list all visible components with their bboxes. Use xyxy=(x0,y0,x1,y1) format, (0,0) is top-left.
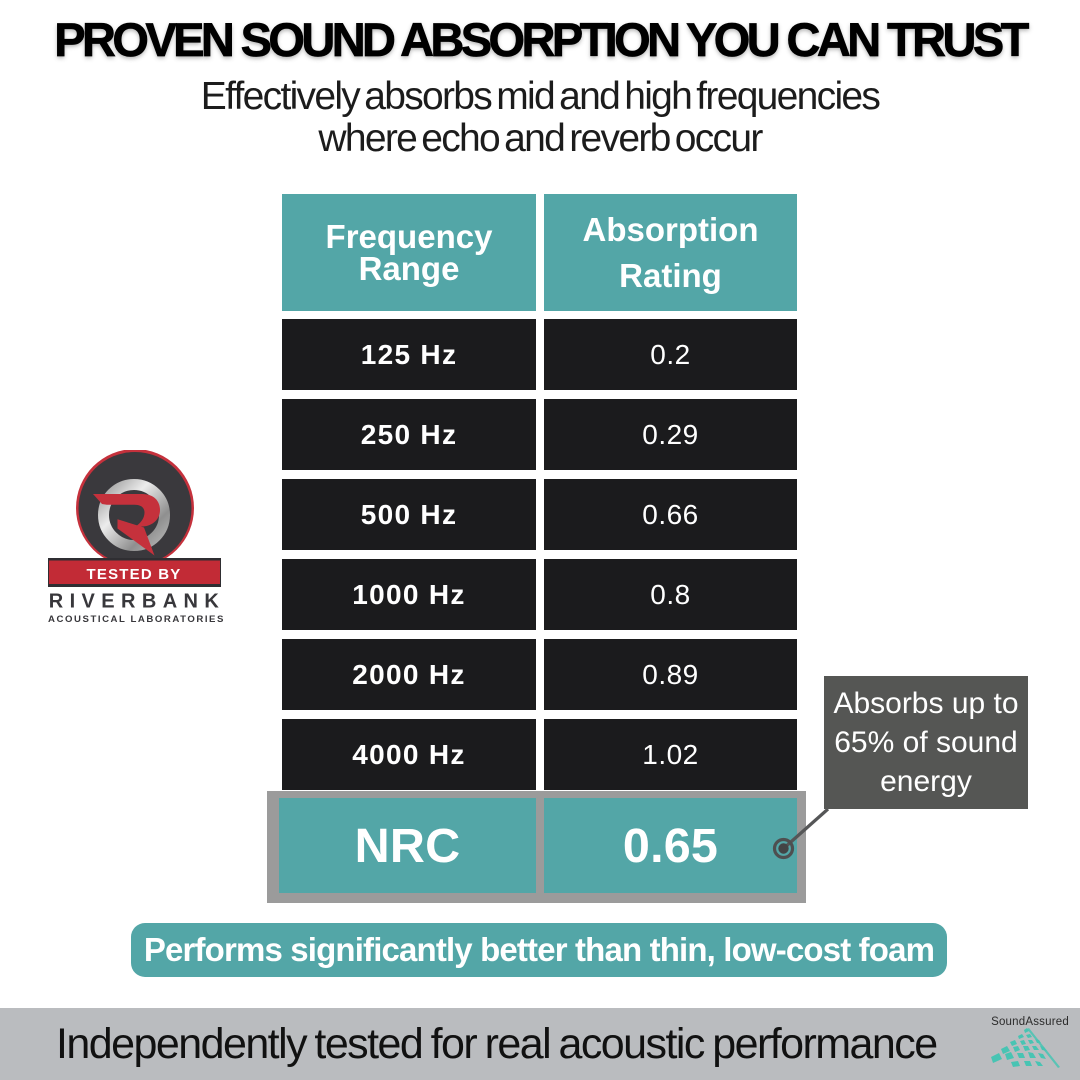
svg-text:ACOUSTICAL LABORATORIES: ACOUSTICAL LABORATORIES xyxy=(48,614,225,625)
svg-text:RIVERBANK: RIVERBANK xyxy=(49,591,226,613)
svg-text:TESTED BY: TESTED BY xyxy=(87,566,182,583)
